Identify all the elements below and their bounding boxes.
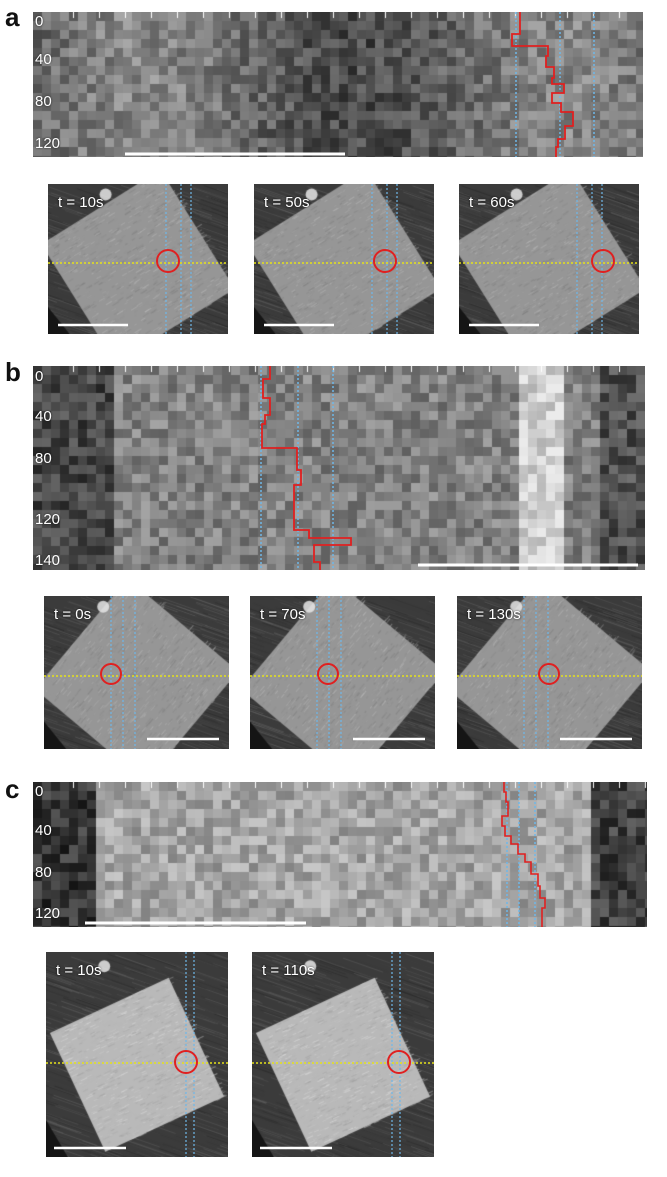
y-tick-label: 40 <box>35 822 52 839</box>
y-tick-label: 120 <box>35 905 61 922</box>
panel-letter-b: b <box>5 357 21 387</box>
kymograph-b-image <box>33 366 645 570</box>
snapshot-a-1: t = 10s <box>48 184 228 334</box>
kymograph-b: 0 40 80 120 140 <box>33 366 645 570</box>
particle-circle <box>538 663 560 685</box>
snapshot-a-2: t = 50s <box>254 184 434 334</box>
particle-circle <box>174 1050 198 1074</box>
y-tick-label: 140 <box>35 552 61 569</box>
time-label: t = 50s <box>264 194 310 211</box>
y-tick-label: 120 <box>35 511 61 528</box>
time-label: t = 70s <box>260 606 306 623</box>
panel-letter-a: a <box>5 2 20 32</box>
y-axis-labels: 0 40 80 120 <box>33 782 77 927</box>
kymograph-c-overlay <box>85 782 546 927</box>
kymograph-a: 0 40 80 120 <box>33 12 643 157</box>
panel-letter-c: c <box>5 774 20 804</box>
trajectory-trace <box>511 12 574 157</box>
snapshot-b-3: t = 130s <box>457 596 642 749</box>
kymograph-a-image <box>33 12 643 157</box>
y-tick-label: 120 <box>35 135 61 152</box>
snapshot-a-3: t = 60s <box>459 184 639 334</box>
time-label: t = 110s <box>262 962 315 979</box>
y-axis-labels: 0 40 80 120 <box>33 12 77 157</box>
y-tick-label: 40 <box>35 51 52 68</box>
y-tick-label: 0 <box>35 13 44 30</box>
particle-circle <box>100 663 122 685</box>
trajectory-trace <box>261 366 352 570</box>
y-tick-label: 80 <box>35 450 52 467</box>
time-label: t = 10s <box>56 962 102 979</box>
time-label: t = 60s <box>469 194 515 211</box>
particle-circle <box>373 249 397 273</box>
y-tick-label: 80 <box>35 864 52 881</box>
snapshot-c-1: t = 10s <box>46 952 228 1157</box>
time-label: t = 10s <box>58 194 104 211</box>
kymograph-a-overlay <box>125 12 595 157</box>
y-tick-label: 0 <box>35 783 44 800</box>
y-tick-label: 0 <box>35 368 44 385</box>
kymograph-b-overlay <box>260 366 638 570</box>
particle-circle <box>317 663 339 685</box>
y-axis-labels: 0 40 80 120 140 <box>33 366 77 570</box>
particle-circle <box>591 249 615 273</box>
particle-circle <box>387 1050 411 1074</box>
particle-circle <box>156 249 180 273</box>
snapshot-c-2: t = 110s <box>252 952 434 1157</box>
snapshot-b-1: t = 0s <box>44 596 229 749</box>
y-tick-label: 40 <box>35 408 52 425</box>
trajectory-trace <box>501 782 546 927</box>
time-label: t = 0s <box>54 606 92 623</box>
kymograph-c: 0 40 80 120 <box>33 782 647 927</box>
time-label: t = 130s <box>467 606 521 623</box>
snapshot-b-2: t = 70s <box>250 596 435 749</box>
y-tick-label: 80 <box>35 93 52 110</box>
